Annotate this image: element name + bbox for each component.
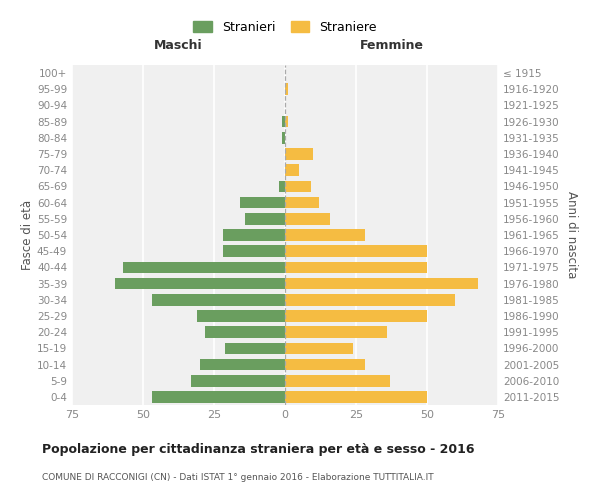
Bar bbox=[152, 294, 285, 306]
Text: Femmine: Femmine bbox=[359, 39, 424, 52]
Bar bbox=[223, 229, 285, 241]
Bar bbox=[280, 180, 285, 192]
Bar bbox=[285, 229, 365, 241]
Bar bbox=[285, 310, 427, 322]
Bar bbox=[285, 197, 319, 208]
Bar bbox=[282, 132, 285, 143]
Bar bbox=[223, 246, 285, 257]
Y-axis label: Fasce di età: Fasce di età bbox=[21, 200, 34, 270]
Bar bbox=[200, 358, 285, 370]
Bar bbox=[285, 148, 313, 160]
Bar bbox=[115, 278, 285, 289]
Bar bbox=[285, 375, 390, 386]
Bar bbox=[245, 213, 285, 224]
Bar bbox=[123, 262, 285, 273]
Bar bbox=[285, 326, 387, 338]
Legend: Stranieri, Straniere: Stranieri, Straniere bbox=[190, 17, 380, 38]
Bar bbox=[285, 262, 427, 273]
Text: Popolazione per cittadinanza straniera per età e sesso - 2016: Popolazione per cittadinanza straniera p… bbox=[42, 442, 475, 456]
Bar bbox=[285, 213, 331, 224]
Bar bbox=[285, 180, 311, 192]
Bar bbox=[197, 310, 285, 322]
Bar bbox=[285, 116, 288, 128]
Bar bbox=[285, 84, 288, 95]
Bar bbox=[285, 278, 478, 289]
Bar bbox=[285, 294, 455, 306]
Bar bbox=[152, 391, 285, 402]
Bar bbox=[285, 246, 427, 257]
Bar bbox=[282, 116, 285, 128]
Text: COMUNE DI RACCONIGI (CN) - Dati ISTAT 1° gennaio 2016 - Elaborazione TUTTITALIA.: COMUNE DI RACCONIGI (CN) - Dati ISTAT 1°… bbox=[42, 472, 434, 482]
Bar bbox=[239, 197, 285, 208]
Bar bbox=[226, 342, 285, 354]
Bar bbox=[285, 342, 353, 354]
Y-axis label: Anni di nascita: Anni di nascita bbox=[565, 192, 578, 278]
Bar bbox=[285, 358, 365, 370]
Bar bbox=[285, 164, 299, 176]
Bar bbox=[285, 391, 427, 402]
Text: Maschi: Maschi bbox=[154, 39, 203, 52]
Bar bbox=[205, 326, 285, 338]
Bar bbox=[191, 375, 285, 386]
